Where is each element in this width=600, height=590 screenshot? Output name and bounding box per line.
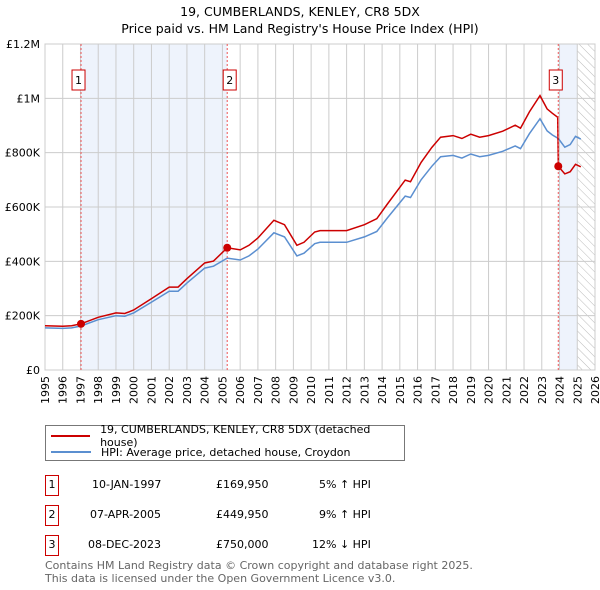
sale-date: 07-APR-2005: [90, 508, 162, 521]
sale-row: 2 07-APR-2005 £449,950 9% ↑ HPI: [45, 505, 465, 526]
x-tick-label: 2026: [589, 376, 600, 404]
x-tick-label: 2009: [287, 376, 300, 404]
x-tick-label: 2013: [358, 376, 371, 404]
x-tick-label: 2011: [323, 376, 336, 404]
sale-hpi-diff: 9% ↑ HPI: [319, 508, 371, 521]
y-tick-label: £1M: [17, 92, 41, 105]
x-tick-label: 2022: [518, 376, 531, 404]
legend-item-price-paid: 19, CUMBERLANDS, KENLEY, CR8 5DX (detach…: [51, 423, 404, 449]
sale-number-label: 1: [75, 74, 82, 87]
x-tick-label: 2008: [270, 376, 283, 404]
sale-number-box: [71, 69, 86, 91]
x-tick-label: 1997: [74, 376, 87, 404]
x-tick-label: 2014: [376, 376, 389, 404]
legend-label: 19, CUMBERLANDS, KENLEY, CR8 5DX (detach…: [100, 423, 371, 449]
x-tick-label: 1995: [39, 376, 52, 404]
price-chart: 1 2 3 1995 1996 1997 1998 1999 2000 2001 2002 2003 2…: [5, 38, 600, 404]
sale-point: [554, 162, 563, 171]
y-tick-label: £600K: [5, 201, 41, 214]
sale-hpi-diff: 5% ↑ HPI: [319, 478, 371, 491]
x-tick-label: 2025: [571, 376, 584, 404]
plot-border: [44, 43, 596, 371]
sale-price: £750,000: [216, 538, 269, 551]
chart-subtitle: Price paid vs. HM Land Registry's House …: [121, 21, 479, 36]
sale-number-label: 3: [552, 74, 559, 87]
x-tick-label: 2018: [447, 376, 460, 404]
x-tick-label: 2007: [252, 376, 265, 404]
x-tick-label: 2023: [536, 376, 549, 404]
red-line-swatch: [51, 435, 91, 437]
chart-legend: 19, CUMBERLANDS, KENLEY, CR8 5DX (detach…: [45, 423, 405, 461]
x-tick-label: 2003: [181, 376, 194, 404]
legend-label: HPI: Average price, detached house, Croy…: [101, 445, 351, 459]
x-tick-label: 2021: [500, 376, 513, 404]
sale-row: 1 10-JAN-1997 £169,950 5% ↑ HPI: [45, 475, 465, 496]
x-tick-label: 2012: [341, 376, 354, 404]
copyright-note: Contains HM Land Registry data © Crown c…: [45, 559, 473, 572]
licence-note: This data is licensed under the Open Gov…: [45, 572, 396, 585]
x-tick-label: 2017: [429, 376, 442, 404]
sale-point: [223, 243, 232, 252]
sale-badge: 1: [45, 475, 59, 496]
x-tick-label: 2000: [128, 376, 141, 404]
y-tick-label: £1.2M: [6, 38, 40, 51]
legend-item-hpi: HPI: Average price, detached house, Croy…: [51, 445, 351, 459]
y-tick-label: £0: [26, 364, 40, 377]
x-tick-label: 2024: [554, 376, 567, 404]
blue-line-swatch: [51, 451, 91, 453]
x-tick-label: 2001: [145, 376, 158, 404]
x-tick-label: 1996: [57, 376, 70, 404]
x-tick-label: 1998: [92, 376, 105, 404]
sale-row: 3 08-DEC-2023 £750,000 12% ↓ HPI: [45, 535, 465, 556]
sale-date: 08-DEC-2023: [88, 538, 162, 551]
y-tick-label: £400K: [5, 255, 41, 268]
y-tick-label: £800K: [5, 147, 41, 160]
x-tick-label: 2005: [216, 376, 229, 404]
sale-number-box: [548, 69, 563, 91]
x-tick-label: 2002: [163, 376, 176, 404]
sale-date: 10-JAN-1997: [92, 478, 162, 491]
x-tick-label: 1999: [110, 376, 123, 404]
hpi-line: [44, 117, 582, 330]
x-tick-label: 2016: [412, 376, 425, 404]
sale-hpi-diff: 12% ↓ HPI: [312, 538, 371, 551]
sale-price: £169,950: [216, 478, 269, 491]
x-tick-label: 2019: [465, 376, 478, 404]
chart-title: 19, CUMBERLANDS, KENLEY, CR8 5DX: [180, 4, 420, 19]
x-tick-label: 2010: [305, 376, 318, 404]
sale-number-label: 2: [226, 74, 233, 87]
x-tick-label: 2004: [199, 376, 212, 404]
sale-badge: 2: [45, 505, 59, 526]
sale-number-box: [222, 69, 237, 91]
sale-badge: 3: [45, 535, 59, 556]
y-tick-label: £200K: [5, 310, 41, 323]
price-paid-line: [44, 94, 582, 328]
sale-price: £449,950: [216, 508, 269, 521]
x-tick-label: 2020: [483, 376, 496, 404]
sale-point: [77, 319, 86, 328]
x-tick-label: 2015: [394, 376, 407, 404]
x-tick-label: 2006: [234, 376, 247, 404]
